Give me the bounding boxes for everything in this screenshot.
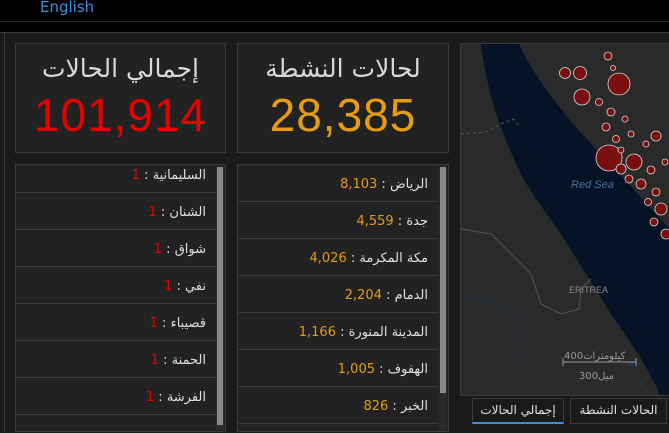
tab-total-cases[interactable]: إجمالي الحالات	[472, 398, 564, 424]
case-bubble[interactable]	[602, 123, 610, 131]
case-bubble[interactable]	[647, 166, 655, 174]
list-item-value: 2,204	[345, 288, 382, 303]
list-item[interactable]: الهفوف : 1,005	[238, 350, 438, 387]
dashboard-edge	[4, 32, 5, 432]
list-item[interactable]: السليمانية : 1	[16, 164, 216, 193]
scrollbar-thumb[interactable]	[440, 167, 446, 393]
list-item-value: 1	[151, 353, 159, 368]
tab-active-cases[interactable]: الحالات النشطة	[570, 398, 667, 424]
list-item-value: 1,005	[338, 362, 375, 377]
list-item-value: 1	[146, 390, 154, 405]
case-bubble[interactable]	[596, 99, 603, 106]
list-item-value: 1	[132, 168, 140, 183]
case-bubble[interactable]	[608, 73, 630, 95]
case-bubble[interactable]	[650, 218, 658, 226]
region-list-total[interactable]: السليمانية : 1 الشنان : 1 شواق : 1 نفي :…	[15, 164, 226, 432]
case-bubble[interactable]	[661, 229, 669, 239]
list-item[interactable]: الخبر : 826	[238, 387, 438, 424]
list-item-name: نفي	[185, 279, 206, 294]
case-bubble[interactable]	[636, 179, 646, 189]
lake-shape	[639, 382, 643, 386]
list-item-name: الرياض	[390, 177, 428, 192]
list-item-name: الدمام	[395, 288, 428, 303]
list-item[interactable]: الشنان : 1	[16, 193, 216, 230]
case-bubble[interactable]	[651, 131, 661, 141]
top-bar: English	[0, 0, 669, 22]
total-cases-title: إجمالي الحالات	[16, 54, 225, 83]
case-bubble[interactable]	[652, 188, 660, 196]
scrollbar-thumb[interactable]	[217, 167, 223, 425]
list-item[interactable]: الحمنة : 1	[16, 341, 216, 378]
case-bubble[interactable]	[622, 116, 628, 122]
list-item-name: المدينة المنورة	[349, 325, 428, 340]
list-item-name: الخبر	[401, 399, 428, 414]
map-view[interactable]: Red Sea ERITREA 400كيلومترات 300ميل	[460, 43, 669, 396]
case-bubble[interactable]	[625, 175, 633, 183]
list-item[interactable]: مكة المكرمة : 4,026	[238, 239, 438, 276]
case-type-tabs: إجمالي الحالات الحالات النشطة	[460, 396, 669, 432]
list-item-name: الحمنة	[172, 353, 206, 368]
case-bubble[interactable]	[611, 66, 616, 71]
list-item-value: 1	[148, 205, 156, 220]
list-item[interactable]: قصيباء : 1	[16, 304, 216, 341]
country-label: ERITREA	[569, 285, 608, 295]
list-item-name: قصيباء	[171, 316, 206, 331]
case-bubble[interactable]	[574, 67, 587, 80]
language-link[interactable]: English	[40, 0, 94, 16]
list-item[interactable]: الدمام : 2,204	[238, 276, 438, 313]
list-item[interactable]: الرياض : 8,103	[238, 165, 438, 202]
case-bubble[interactable]	[574, 89, 590, 105]
list-item-value: 1	[164, 279, 172, 294]
case-bubble[interactable]	[655, 203, 667, 215]
case-bubble[interactable]	[618, 147, 624, 153]
case-bubble[interactable]	[613, 136, 620, 143]
list-item-value: 8,103	[340, 177, 377, 192]
case-bubble[interactable]	[607, 108, 615, 116]
active-cases-card: لحالات النشطة 28,385	[237, 43, 449, 153]
case-bubble[interactable]	[662, 159, 668, 165]
active-cases-title: لحالات النشطة	[238, 54, 448, 83]
active-cases-value: 28,385	[238, 88, 448, 142]
list-item-value: 1,166	[299, 325, 336, 340]
list-item-name: السليمانية	[153, 168, 206, 183]
case-bubble[interactable]	[560, 68, 571, 79]
list-item-value: 826	[363, 399, 388, 414]
total-cases-card: إجمالي الحالات 101,914	[15, 43, 226, 153]
list-item-value: 4,026	[310, 251, 347, 266]
case-bubble[interactable]	[643, 141, 649, 147]
case-bubble[interactable]	[626, 154, 642, 170]
list-item[interactable]: الفرشة : 1	[16, 378, 216, 415]
scale-km-label: 400كيلومترات	[564, 351, 626, 362]
case-bubble[interactable]	[604, 52, 612, 60]
scale-mi-label: 300ميل	[579, 371, 614, 382]
region-list-active[interactable]: الرياض : 8,103 جدة : 4,559 مكة المكرمة :…	[237, 164, 449, 432]
list-item-value: 1	[150, 316, 158, 331]
case-bubble[interactable]	[628, 131, 634, 137]
case-bubble[interactable]	[645, 199, 652, 206]
list-item[interactable]: نفي : 1	[16, 267, 216, 304]
list-item[interactable]: جدة : 4,559	[238, 202, 438, 239]
total-cases-value: 101,914	[16, 88, 225, 142]
list-item-value: 1	[154, 242, 162, 257]
list-item-name: مكة المكرمة	[359, 251, 428, 266]
list-item-name: الهفوف	[388, 362, 428, 377]
list-item[interactable]: المدينة المنورة : 1,166	[238, 313, 438, 350]
sea-label: Red Sea	[571, 179, 614, 191]
list-item[interactable]: شواق : 1	[16, 230, 216, 267]
list-item-name: شواق	[175, 242, 206, 257]
map-canvas[interactable]: Red Sea ERITREA 400كيلومترات 300ميل	[461, 44, 669, 396]
list-item-name: الفرشة	[167, 390, 206, 405]
list-item-name: الشنان	[169, 205, 206, 220]
case-bubble[interactable]	[616, 164, 626, 174]
list-item-value: 4,559	[356, 214, 393, 229]
list-item-name: جدة	[406, 214, 428, 229]
